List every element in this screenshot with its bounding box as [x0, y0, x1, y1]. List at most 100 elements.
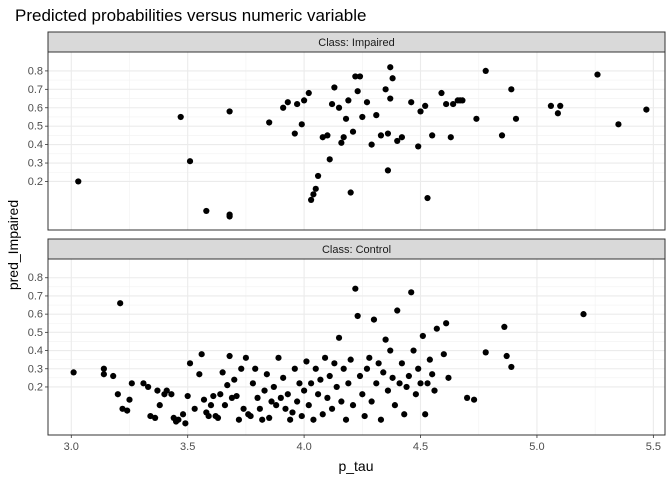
- data-point: [145, 383, 152, 391]
- data-point: [186, 360, 194, 367]
- data-point: [324, 132, 331, 139]
- data-point: [280, 374, 287, 381]
- data-point: [408, 289, 415, 296]
- data-point: [501, 323, 508, 330]
- data-point: [557, 102, 564, 110]
- data-point: [312, 365, 319, 372]
- panel-background: [48, 259, 665, 435]
- data-point: [114, 391, 121, 398]
- data-point: [345, 97, 352, 104]
- data-point: [154, 387, 161, 394]
- data-point: [298, 121, 305, 128]
- y-tick-label: 0.5: [28, 121, 43, 133]
- x-axis: 3.0 3.5 4.0 4.5 5.0 5.5: [64, 435, 661, 453]
- data-point: [198, 351, 205, 358]
- data-point: [426, 356, 433, 363]
- data-point: [156, 402, 163, 409]
- data-point: [345, 380, 352, 387]
- data-point: [303, 358, 310, 365]
- data-point: [394, 137, 401, 145]
- data-point: [424, 380, 431, 387]
- x-tick-label: 3.0: [64, 441, 79, 453]
- data-point: [417, 380, 424, 387]
- data-point: [410, 347, 417, 354]
- data-point: [547, 102, 555, 110]
- y-tick-label: 0.3: [28, 363, 43, 375]
- data-point: [228, 394, 236, 401]
- data-point: [373, 380, 380, 387]
- data-point: [319, 134, 326, 141]
- data-point: [408, 99, 415, 106]
- data-point: [282, 405, 289, 412]
- data-point: [594, 71, 601, 78]
- data-point: [266, 414, 273, 421]
- x-tick-label: 3.5: [180, 441, 195, 453]
- data-point: [503, 352, 510, 360]
- data-point: [219, 369, 226, 376]
- data-point: [179, 411, 187, 418]
- data-point: [443, 100, 450, 108]
- data-point: [289, 409, 296, 416]
- data-point: [429, 132, 436, 139]
- data-point: [415, 143, 422, 150]
- data-point: [203, 207, 210, 215]
- data-point: [352, 73, 359, 80]
- data-point: [259, 416, 266, 423]
- y-axis-title: pred_Impaired: [5, 200, 21, 290]
- data-point: [128, 380, 135, 387]
- data-point: [110, 372, 117, 380]
- data-point: [266, 119, 273, 126]
- data-point: [389, 374, 396, 381]
- data-point: [391, 402, 399, 409]
- data-point: [415, 365, 422, 372]
- data-point: [482, 67, 489, 74]
- data-point: [335, 104, 343, 111]
- data-point: [291, 365, 298, 372]
- data-point: [398, 360, 406, 367]
- x-tick-label: 4.5: [413, 441, 428, 453]
- data-point: [261, 387, 268, 394]
- data-point: [459, 97, 466, 104]
- data-point: [249, 380, 256, 387]
- chart-title: Predicted probabilities versus numeric v…: [15, 6, 367, 25]
- data-point: [301, 97, 308, 104]
- data-point: [291, 130, 298, 137]
- facet-strip-label: Class: Impaired: [318, 37, 394, 49]
- data-point: [263, 371, 270, 378]
- data-point: [419, 332, 426, 340]
- data-point: [440, 351, 447, 358]
- data-point: [643, 106, 650, 113]
- data-point: [347, 189, 354, 196]
- data-point: [384, 130, 392, 137]
- data-point: [377, 416, 385, 423]
- data-point: [361, 412, 368, 420]
- data-point: [319, 411, 326, 418]
- data-point: [354, 312, 361, 320]
- data-point: [214, 414, 222, 421]
- data-point: [373, 112, 380, 119]
- data-point: [326, 372, 333, 380]
- data-point: [119, 405, 126, 412]
- data-point: [473, 115, 480, 122]
- data-point: [368, 398, 375, 405]
- data-point: [508, 86, 515, 93]
- data-point: [447, 134, 454, 141]
- data-point: [335, 334, 343, 341]
- data-point: [284, 391, 291, 398]
- data-point: [347, 356, 354, 363]
- data-point: [359, 113, 366, 121]
- data-point: [450, 100, 457, 108]
- data-point: [382, 86, 389, 93]
- data-point: [314, 391, 322, 398]
- y-tick-label: 0.2: [28, 381, 43, 393]
- data-point: [387, 347, 394, 354]
- data-point: [310, 191, 317, 198]
- data-point: [275, 354, 282, 361]
- facet-strip-label: Class: Control: [322, 244, 391, 256]
- data-point: [177, 113, 184, 121]
- data-point: [508, 363, 515, 371]
- data-point: [349, 402, 357, 409]
- data-point: [370, 316, 378, 323]
- data-point: [359, 391, 366, 398]
- data-point: [168, 391, 175, 398]
